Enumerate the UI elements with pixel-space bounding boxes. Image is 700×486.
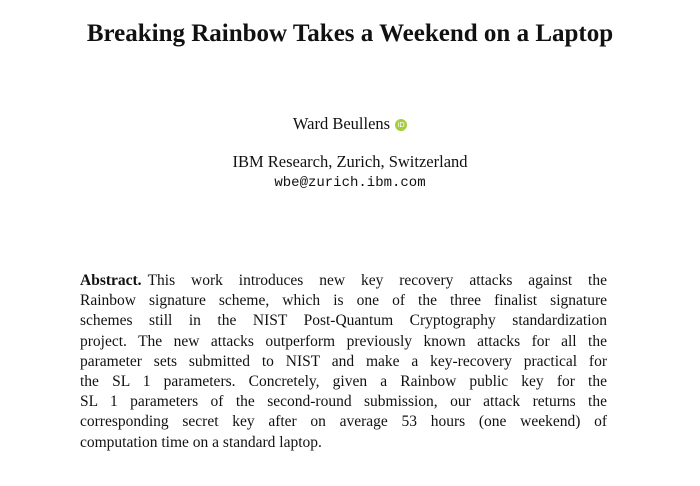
abstract: Abstract. This work introduces new key re…: [80, 271, 607, 453]
abstract-line: the SL 1 parameters. Concretely, given a…: [80, 372, 607, 392]
abstract-line: parameter sets submitted to NIST and mak…: [80, 352, 607, 372]
abstract-line: schemes still in the NIST Post-Quantum C…: [80, 311, 607, 331]
abstract-line: computation time on a standard laptop.: [80, 433, 607, 453]
abstract-label: Abstract.: [80, 272, 142, 289]
abstract-text: project. The new attacks outperform prev…: [80, 332, 607, 350]
author-name: Ward Beullens: [292, 114, 391, 133]
author: Ward Beullens iD: [0, 114, 700, 134]
abstract-line: corresponding secret key after on averag…: [80, 412, 607, 432]
orcid-icon[interactable]: iD: [395, 119, 408, 131]
abstract-text: parameter sets submitted to NIST and mak…: [80, 352, 607, 370]
abstract-text: SL 1 parameters of the second-round subm…: [80, 393, 607, 411]
abstract-line: Rainbow signature scheme, which is one o…: [80, 291, 607, 311]
abstract-text: schemes still in the NIST Post-Quantum C…: [80, 312, 607, 330]
abstract-text: This work introduces new key recovery at…: [147, 272, 607, 289]
abstract-line: Abstract. This work introduces new key re…: [80, 271, 607, 291]
abstract-text: corresponding secret key after on averag…: [80, 413, 607, 431]
abstract-line: SL 1 parameters of the second-round subm…: [80, 392, 607, 412]
abstract-line: project. The new attacks outperform prev…: [80, 332, 607, 352]
abstract-text: Rainbow signature scheme, which is one o…: [80, 292, 607, 310]
email[interactable]: wbe@zurich.ibm.com: [274, 175, 426, 191]
paper-title: Breaking Rainbow Takes a Weekend on a La…: [86, 20, 614, 47]
abstract-text: computation time on a standard laptop.: [80, 433, 322, 451]
affiliation: IBM Research, Zurich, Switzerland: [232, 152, 468, 171]
abstract-text: the SL 1 parameters. Concretely, given a…: [80, 372, 607, 390]
